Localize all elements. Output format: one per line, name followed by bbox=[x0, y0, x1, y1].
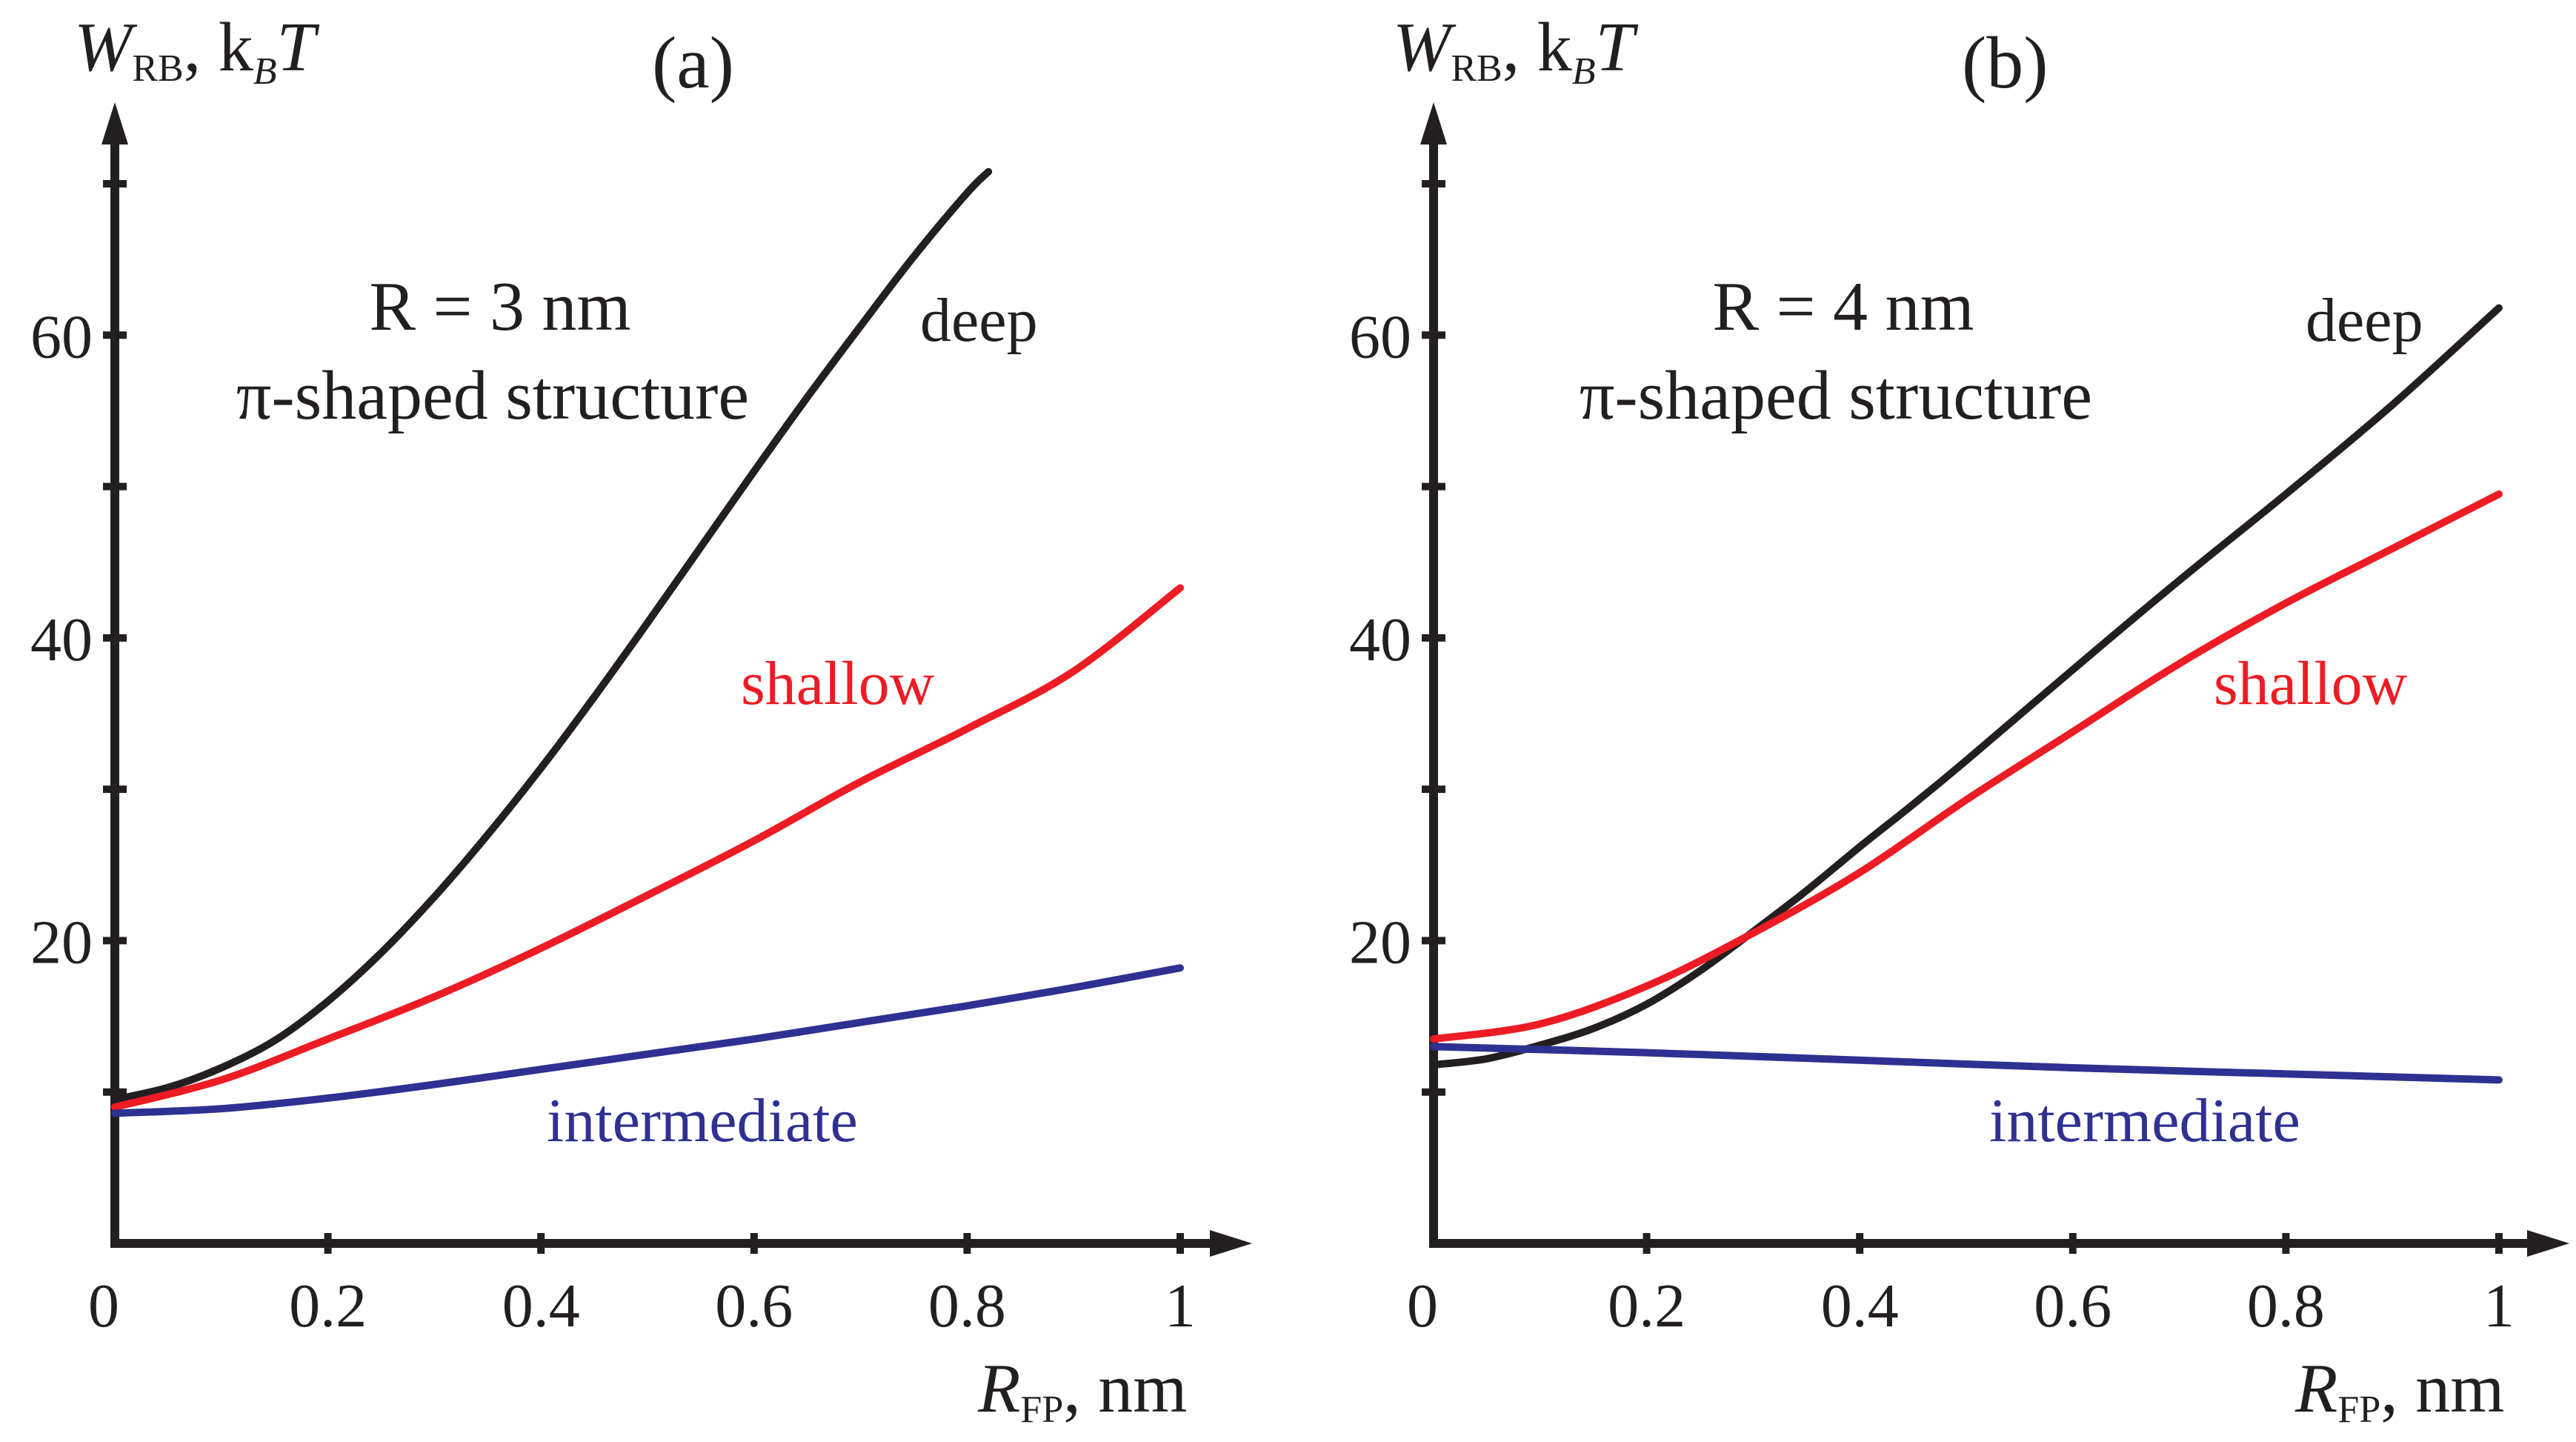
x-ticks: 0.2 0.4 0.6 0.8 1 bbox=[1608, 1233, 2515, 1340]
x-tick-label: 0.2 bbox=[1608, 1272, 1685, 1340]
y-axis-label-main: W bbox=[74, 9, 138, 86]
series-line-intermediate bbox=[111, 964, 1184, 1117]
series-lines bbox=[1430, 304, 2503, 1084]
series-label-shallow: shallow bbox=[741, 649, 935, 718]
series-line-intermediate bbox=[1430, 1043, 2503, 1084]
x-tick-label: 0.4 bbox=[1821, 1272, 1899, 1340]
x-tick-label: 0.4 bbox=[502, 1272, 580, 1340]
panel-label: (a) bbox=[652, 21, 734, 104]
y-ticks: 20 40 60 bbox=[1349, 180, 1445, 1096]
series-line-shallow bbox=[111, 584, 1184, 1112]
y-tick-label: 60 bbox=[30, 302, 93, 371]
series-label-intermediate: intermediate bbox=[1989, 1086, 2300, 1155]
y-axis-label-rest: , k bbox=[184, 9, 253, 86]
x-tick-label: 0.8 bbox=[2247, 1272, 2325, 1340]
x-axis-label-main: R bbox=[977, 1350, 1020, 1427]
x-axis-label: RFP, nm bbox=[2294, 1350, 2504, 1431]
series-line-deep bbox=[1430, 304, 2503, 1069]
x-tick-label: 0.6 bbox=[715, 1272, 793, 1340]
annotation-line2: π-shaped structure bbox=[1580, 357, 2092, 434]
y-tick-label: 20 bbox=[30, 908, 93, 977]
annotation-line1: R = 4 nm bbox=[1712, 268, 1974, 345]
x-axis-label-rest: , nm bbox=[1063, 1350, 1187, 1427]
x-axis-arrow bbox=[1210, 1230, 1252, 1257]
x-tick-label: 1 bbox=[2483, 1272, 2515, 1340]
origin-label: 0 bbox=[88, 1272, 119, 1340]
y-axis-label-rest2: T bbox=[1595, 9, 1638, 86]
panel-b: 0.2 0.4 0.6 0.8 1 20 40 60 0 (b) WRB, kBT RFP,… bbox=[1349, 9, 2569, 1431]
y-tick-label: 40 bbox=[30, 605, 93, 674]
x-tick-label: 0.6 bbox=[2034, 1272, 2111, 1340]
series-label-intermediate: intermediate bbox=[547, 1086, 858, 1155]
series-line-deep bbox=[111, 167, 993, 1103]
x-tick-label: 0.2 bbox=[289, 1272, 367, 1340]
x-tick-label: 0.8 bbox=[928, 1272, 1006, 1340]
y-axis-label-rest: , k bbox=[1502, 9, 1572, 86]
y-axis-label-sub: RB bbox=[1451, 47, 1502, 90]
y-axis-label-rest2: T bbox=[276, 9, 319, 86]
y-axis-label-main: W bbox=[1393, 9, 1457, 86]
y-ticks: 20 40 60 bbox=[30, 180, 127, 1096]
annotation-line1: R = 3 nm bbox=[369, 268, 630, 345]
y-tick-label: 20 bbox=[1349, 908, 1411, 977]
y-axis-label-sub2: B bbox=[253, 50, 277, 93]
y-axis-label-sub2: B bbox=[1572, 50, 1596, 93]
series-label-deep: deep bbox=[920, 286, 1038, 355]
x-axis-label-rest: , nm bbox=[2380, 1350, 2504, 1427]
y-axis-label: WRB, kBT bbox=[1393, 9, 1638, 93]
annotation-line2: π-shaped structure bbox=[236, 357, 749, 434]
panel-label: (b) bbox=[1962, 21, 2049, 104]
series-label-shallow: shallow bbox=[2214, 649, 2408, 718]
y-tick-label: 60 bbox=[1349, 302, 1411, 371]
series-line-shallow bbox=[1430, 490, 2503, 1043]
y-axis-label: WRB, kBT bbox=[74, 9, 319, 93]
x-axis-label: RFP, nm bbox=[977, 1350, 1187, 1431]
x-ticks: 0.2 0.4 0.6 0.8 1 bbox=[289, 1233, 1196, 1340]
series-label-deep: deep bbox=[2306, 286, 2423, 355]
y-axis-arrow bbox=[101, 102, 128, 144]
x-axis-arrow bbox=[2527, 1230, 2569, 1257]
x-axis-label-sub: FP bbox=[1020, 1389, 1063, 1431]
y-tick-label: 40 bbox=[1349, 605, 1411, 674]
x-axis-label-sub: FP bbox=[2337, 1389, 2380, 1431]
origin-label: 0 bbox=[1407, 1272, 1438, 1340]
series-lines bbox=[111, 167, 1184, 1117]
y-axis-arrow bbox=[1420, 102, 1447, 144]
x-tick-label: 1 bbox=[1165, 1272, 1196, 1340]
panel-a: 0.2 0.4 0.6 0.8 1 20 40 60 0 (a) WRB, kBT RFP,… bbox=[30, 9, 1252, 1431]
x-axis-label-main: R bbox=[2294, 1350, 2337, 1427]
y-axis-label-sub: RB bbox=[132, 47, 183, 90]
